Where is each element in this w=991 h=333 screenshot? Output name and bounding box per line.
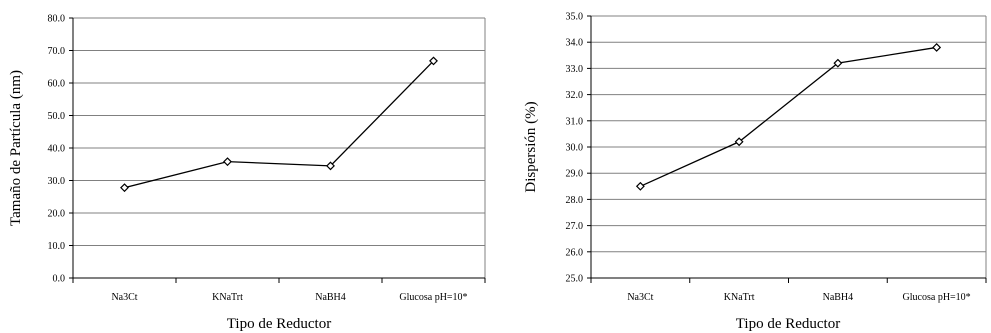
y-axis-title: Dispersión (%)	[523, 101, 539, 192]
data-point-marker	[635, 181, 645, 191]
y-tick-label: 0.0	[53, 274, 66, 285]
y-tick-label: 28.0	[566, 195, 584, 206]
data-point-marker	[223, 157, 232, 167]
y-tick-label: 34.0	[566, 38, 584, 49]
y-axis-title: Tamaño de Partícula (nm)	[8, 70, 24, 226]
y-tick-label: 40.0	[48, 144, 66, 155]
data-point-marker	[429, 56, 438, 66]
x-tick-label: NaBH4	[823, 292, 854, 303]
y-tick-label: 33.0	[566, 64, 584, 75]
series-line	[640, 46, 937, 187]
x-tick-label: NaBH4	[315, 292, 346, 303]
y-tick-label: 70.0	[48, 46, 66, 57]
x-axis-title: Tipo de Reductor	[736, 316, 840, 332]
x-tick-label: Glucosa pH=10*	[399, 292, 467, 303]
y-tick-label: 32.0	[566, 90, 584, 101]
x-tick-label: KNaTrt	[212, 292, 243, 303]
series-line	[124, 60, 434, 189]
dispersion-chart: 25.0 26.0 27.0 28.0 29.0 30.0 31.0 32.0 33.0 34.0…	[523, 12, 987, 332]
data-point-marker	[932, 42, 942, 52]
y-tick-label: 60.0	[48, 79, 66, 90]
data-point-marker	[326, 161, 335, 171]
y-tick-label: 30.0	[48, 176, 66, 187]
x-tick-label: Na3Ct	[627, 292, 653, 303]
y-tick-label: 10.0	[48, 241, 66, 252]
data-point-marker	[833, 58, 843, 68]
x-tick-label: Glucosa pH=10*	[903, 292, 971, 303]
y-tick-label: 26.0	[566, 247, 584, 258]
y-tick-label: 50.0	[48, 111, 66, 122]
x-axis-title: Tipo de Reductor	[227, 316, 331, 332]
y-tick-label: 27.0	[566, 221, 584, 232]
y-tick-label: 31.0	[566, 116, 584, 127]
y-tick-label: 35.0	[566, 12, 584, 23]
particle-size-chart: 0.0 10.0 20.0 30.0 40.0 50.0 60.0 70.0 80.0 Na3Ct…	[8, 14, 486, 332]
y-tick-label: 29.0	[566, 169, 584, 180]
y-tick-label: 30.0	[566, 143, 584, 154]
y-tick-label: 25.0	[566, 274, 584, 285]
data-point-marker	[734, 137, 744, 147]
x-tick-label: Na3Ct	[111, 292, 137, 303]
x-tick-label: KNaTrt	[724, 292, 755, 303]
data-point-marker	[120, 183, 129, 193]
y-tick-label: 80.0	[48, 14, 66, 25]
y-tick-label: 20.0	[48, 209, 66, 220]
